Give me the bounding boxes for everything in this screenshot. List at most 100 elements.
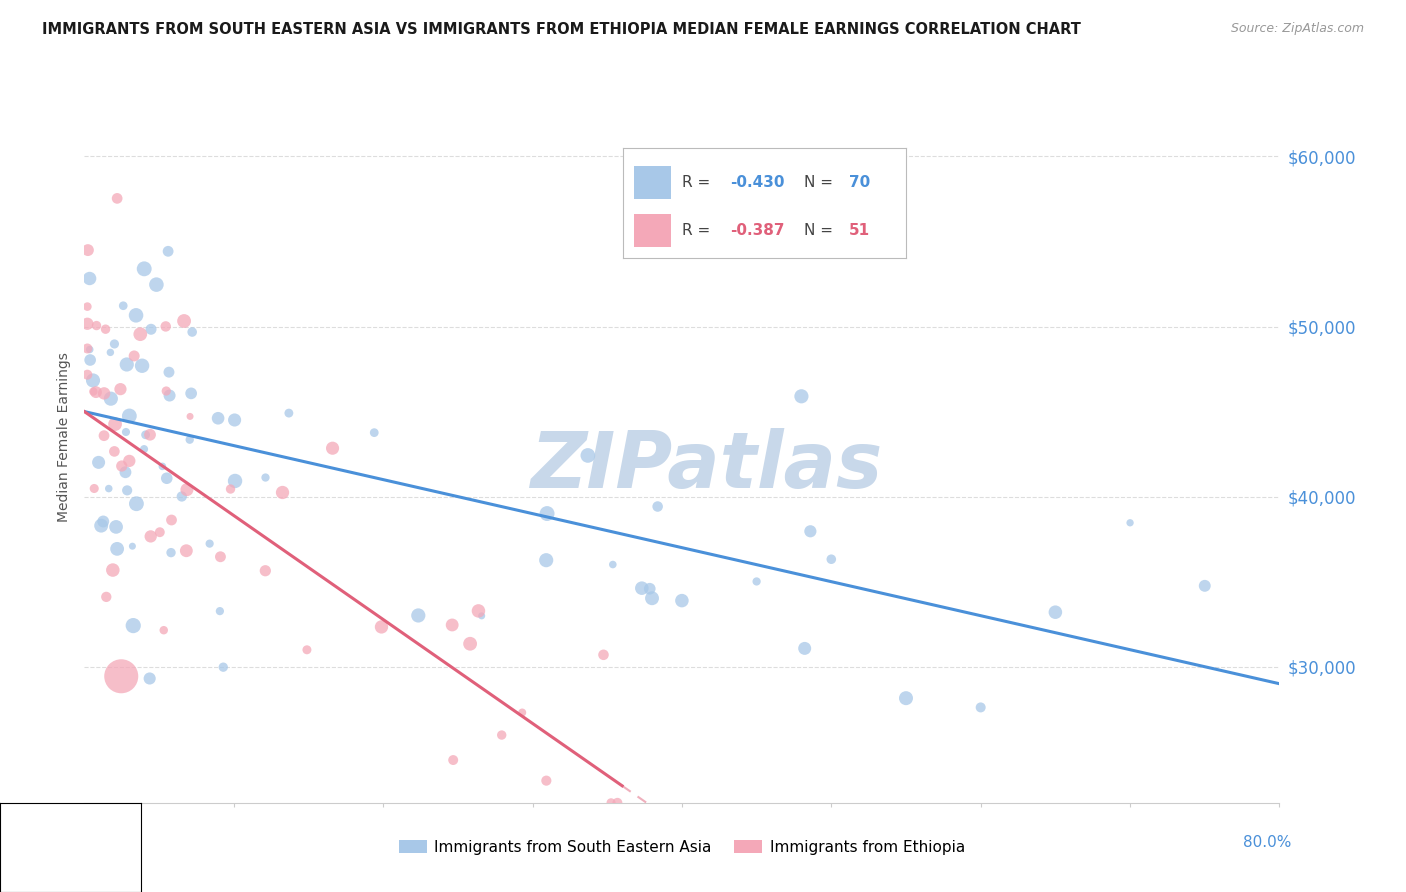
- Point: [208, 604, 231, 618]
- Point: [90, 518, 112, 533]
- Text: -0.430: -0.430: [730, 175, 785, 190]
- Point: [181, 325, 204, 339]
- Point: [152, 624, 174, 638]
- Point: [254, 564, 277, 578]
- Point: [224, 474, 246, 488]
- Point: [93, 428, 115, 442]
- Point: [510, 706, 533, 720]
- Point: [155, 384, 177, 398]
- Point: [647, 500, 669, 514]
- Point: [471, 608, 494, 623]
- Point: [793, 641, 815, 656]
- Point: [122, 618, 145, 632]
- Point: [145, 277, 167, 292]
- Point: [115, 483, 138, 498]
- Point: [139, 427, 162, 442]
- Point: [1119, 516, 1142, 530]
- Point: [745, 574, 768, 589]
- Point: [441, 618, 464, 632]
- Point: [322, 441, 344, 455]
- Point: [970, 700, 993, 714]
- Point: [156, 471, 179, 485]
- Point: [76, 300, 98, 314]
- Point: [110, 382, 132, 396]
- Point: [157, 244, 180, 259]
- Point: [105, 520, 128, 534]
- Text: 70: 70: [849, 175, 870, 190]
- Text: 0.0%: 0.0%: [73, 835, 111, 850]
- Point: [79, 353, 101, 368]
- Point: [110, 669, 132, 683]
- Point: [277, 406, 299, 420]
- Legend: Immigrants from South Eastern Asia, Immigrants from Ethiopia: Immigrants from South Eastern Asia, Immi…: [392, 834, 972, 861]
- Point: [219, 482, 242, 496]
- Point: [103, 444, 125, 458]
- Point: [103, 337, 125, 351]
- Point: [97, 482, 120, 496]
- Point: [82, 374, 104, 388]
- Point: [467, 604, 489, 618]
- Text: IMMIGRANTS FROM SOUTH EASTERN ASIA VS IMMIGRANTS FROM ETHIOPIA MEDIAN FEMALE EAR: IMMIGRANTS FROM SOUTH EASTERN ASIA VS IM…: [42, 22, 1081, 37]
- Point: [150, 459, 173, 474]
- Point: [100, 345, 122, 359]
- Point: [105, 191, 128, 205]
- Point: [84, 385, 107, 400]
- Point: [79, 271, 101, 285]
- Text: 80.0%: 80.0%: [1243, 835, 1292, 850]
- Text: 51: 51: [849, 223, 870, 238]
- Point: [121, 539, 143, 553]
- Point: [536, 773, 558, 788]
- Text: Source: ZipAtlas.com: Source: ZipAtlas.com: [1230, 22, 1364, 36]
- Point: [441, 753, 464, 767]
- Point: [76, 342, 98, 356]
- Point: [82, 384, 104, 399]
- Point: [209, 549, 232, 564]
- Bar: [634, 214, 671, 247]
- Point: [135, 427, 157, 442]
- Point: [170, 490, 193, 504]
- Point: [600, 796, 623, 810]
- Point: [129, 327, 152, 342]
- Text: N =: N =: [804, 175, 838, 190]
- Point: [76, 368, 98, 382]
- Text: N =: N =: [804, 223, 838, 238]
- Point: [363, 425, 385, 440]
- Point: [134, 261, 156, 276]
- Point: [271, 485, 294, 500]
- Point: [671, 593, 693, 607]
- Point: [160, 546, 183, 560]
- Point: [118, 409, 141, 423]
- Point: [606, 796, 628, 810]
- Point: [101, 563, 124, 577]
- Point: [295, 642, 318, 657]
- Point: [138, 672, 160, 686]
- Point: [79, 343, 101, 357]
- Text: ZIPatlas: ZIPatlas: [530, 428, 882, 504]
- Point: [173, 314, 195, 328]
- Point: [1194, 579, 1216, 593]
- Point: [125, 497, 148, 511]
- Point: [93, 386, 115, 401]
- Point: [180, 386, 202, 401]
- Point: [77, 243, 100, 257]
- Point: [638, 582, 661, 596]
- Text: R =: R =: [682, 223, 716, 238]
- Point: [820, 552, 842, 566]
- Point: [641, 591, 664, 606]
- Point: [176, 543, 198, 558]
- Point: [112, 299, 135, 313]
- Y-axis label: Median Female Earnings: Median Female Earnings: [58, 352, 72, 522]
- Point: [83, 482, 105, 496]
- Point: [114, 465, 136, 479]
- Point: [131, 359, 153, 373]
- Point: [458, 637, 481, 651]
- Point: [254, 470, 277, 484]
- Point: [115, 358, 138, 372]
- Point: [894, 691, 917, 706]
- Point: [111, 458, 134, 473]
- Point: [86, 318, 108, 333]
- Point: [179, 409, 201, 424]
- Point: [104, 417, 127, 431]
- Point: [179, 433, 201, 447]
- Point: [592, 648, 614, 662]
